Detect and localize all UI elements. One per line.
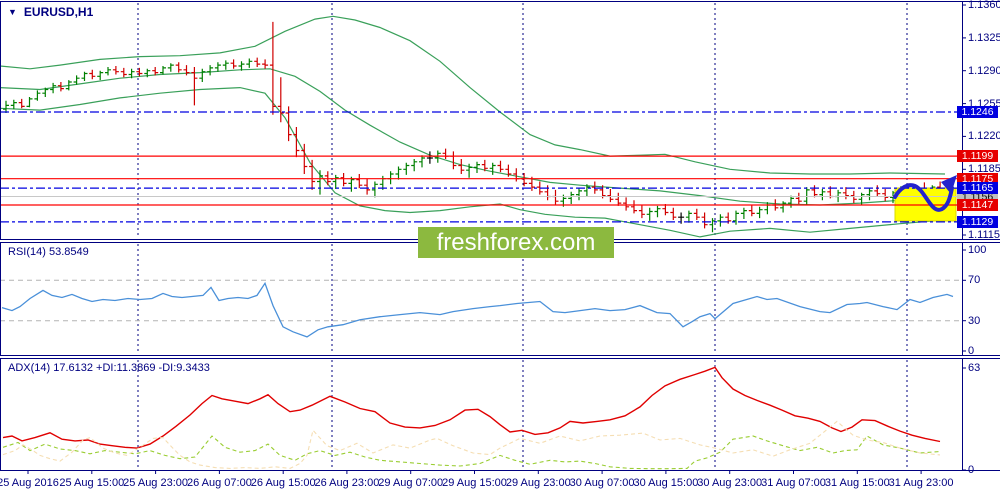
rsi-tick-label: 100 xyxy=(968,244,987,256)
rsi-guide-levels xyxy=(0,279,962,322)
trend-arrow-annotation[interactable] xyxy=(893,175,957,212)
rsi-adx-divider[interactable] xyxy=(0,355,1000,359)
symbol-label: EURUSD,H1 xyxy=(23,5,94,19)
level-lines[interactable] xyxy=(0,111,962,223)
time-label: 30 Aug 07:00 xyxy=(569,477,635,489)
time-label: 26 Aug 15:00 xyxy=(250,477,316,489)
price-tick-label: 1.1185 xyxy=(968,163,1000,176)
price-line-label-red: 1.1175 xyxy=(957,172,998,185)
adx-tick-label: 0 xyxy=(968,464,975,476)
time-axis-border xyxy=(0,470,1000,471)
time-label: 26 Aug 07:00 xyxy=(186,477,252,489)
time-label: 25 Aug 15:00 xyxy=(59,477,125,489)
time-label: 26 Aug 23:00 xyxy=(314,477,380,489)
price-line-label-blue: 1.1246 xyxy=(957,106,998,118)
time-label: 30 Aug 23:00 xyxy=(697,477,763,489)
price-tick-label: 1.1325 xyxy=(968,31,1000,44)
time-label: 29 Aug 15:00 xyxy=(442,477,507,489)
price-tick-label: 1.1220 xyxy=(968,130,1000,143)
price-line-label-red: 1.1147 xyxy=(957,199,998,211)
rsi-line xyxy=(1,281,954,338)
rsi-tick-label: 30 xyxy=(968,314,981,327)
time-label: 31 Aug 07:00 xyxy=(761,477,826,489)
top-border xyxy=(0,1,1000,2)
symbol-title: ▼ EURUSD,H1 xyxy=(8,5,93,19)
price-line-label-blue: 1.1165 xyxy=(957,182,998,195)
adx-indicator-label: ADX(14) 17.6132 +DI:11.3869 -DI:9.3433 xyxy=(8,362,210,374)
adx-tick-label: 63 xyxy=(968,362,981,374)
time-label: 25 Aug 23:00 xyxy=(123,477,189,489)
price-tick-label: 1.1360 xyxy=(968,0,1000,11)
broker-watermark: freshforex.com xyxy=(418,227,614,258)
left-border xyxy=(0,1,1,470)
ohlc-bars[interactable] xyxy=(3,21,944,233)
rsi-indicator-label: RSI(14) 53.8549 xyxy=(8,246,89,258)
rsi-tick-label: 0 xyxy=(968,345,975,357)
time-label: 29 Aug 07:00 xyxy=(378,477,444,489)
time-label: 31 Aug 23:00 xyxy=(888,477,954,489)
price-tick-label: 1.1115 xyxy=(968,229,1000,241)
time-label: 25 Aug 2016 xyxy=(0,477,59,489)
time-label: 31 Aug 15:00 xyxy=(824,477,890,489)
price-tick-label: 1.1290 xyxy=(968,64,1000,77)
price-axis-border xyxy=(962,1,963,470)
time-label: 30 Aug 15:00 xyxy=(633,477,699,489)
adx-lines xyxy=(2,366,941,470)
price-line-label-blue: 1.1129 xyxy=(957,215,998,228)
bollinger-bands xyxy=(0,15,946,238)
time-label: 29 Aug 23:00 xyxy=(505,477,571,489)
rsi-tick-label: 70 xyxy=(968,274,981,287)
price-line-label-red: 1.1199 xyxy=(957,150,998,163)
dropdown-triangle-icon[interactable]: ▼ xyxy=(8,7,17,17)
